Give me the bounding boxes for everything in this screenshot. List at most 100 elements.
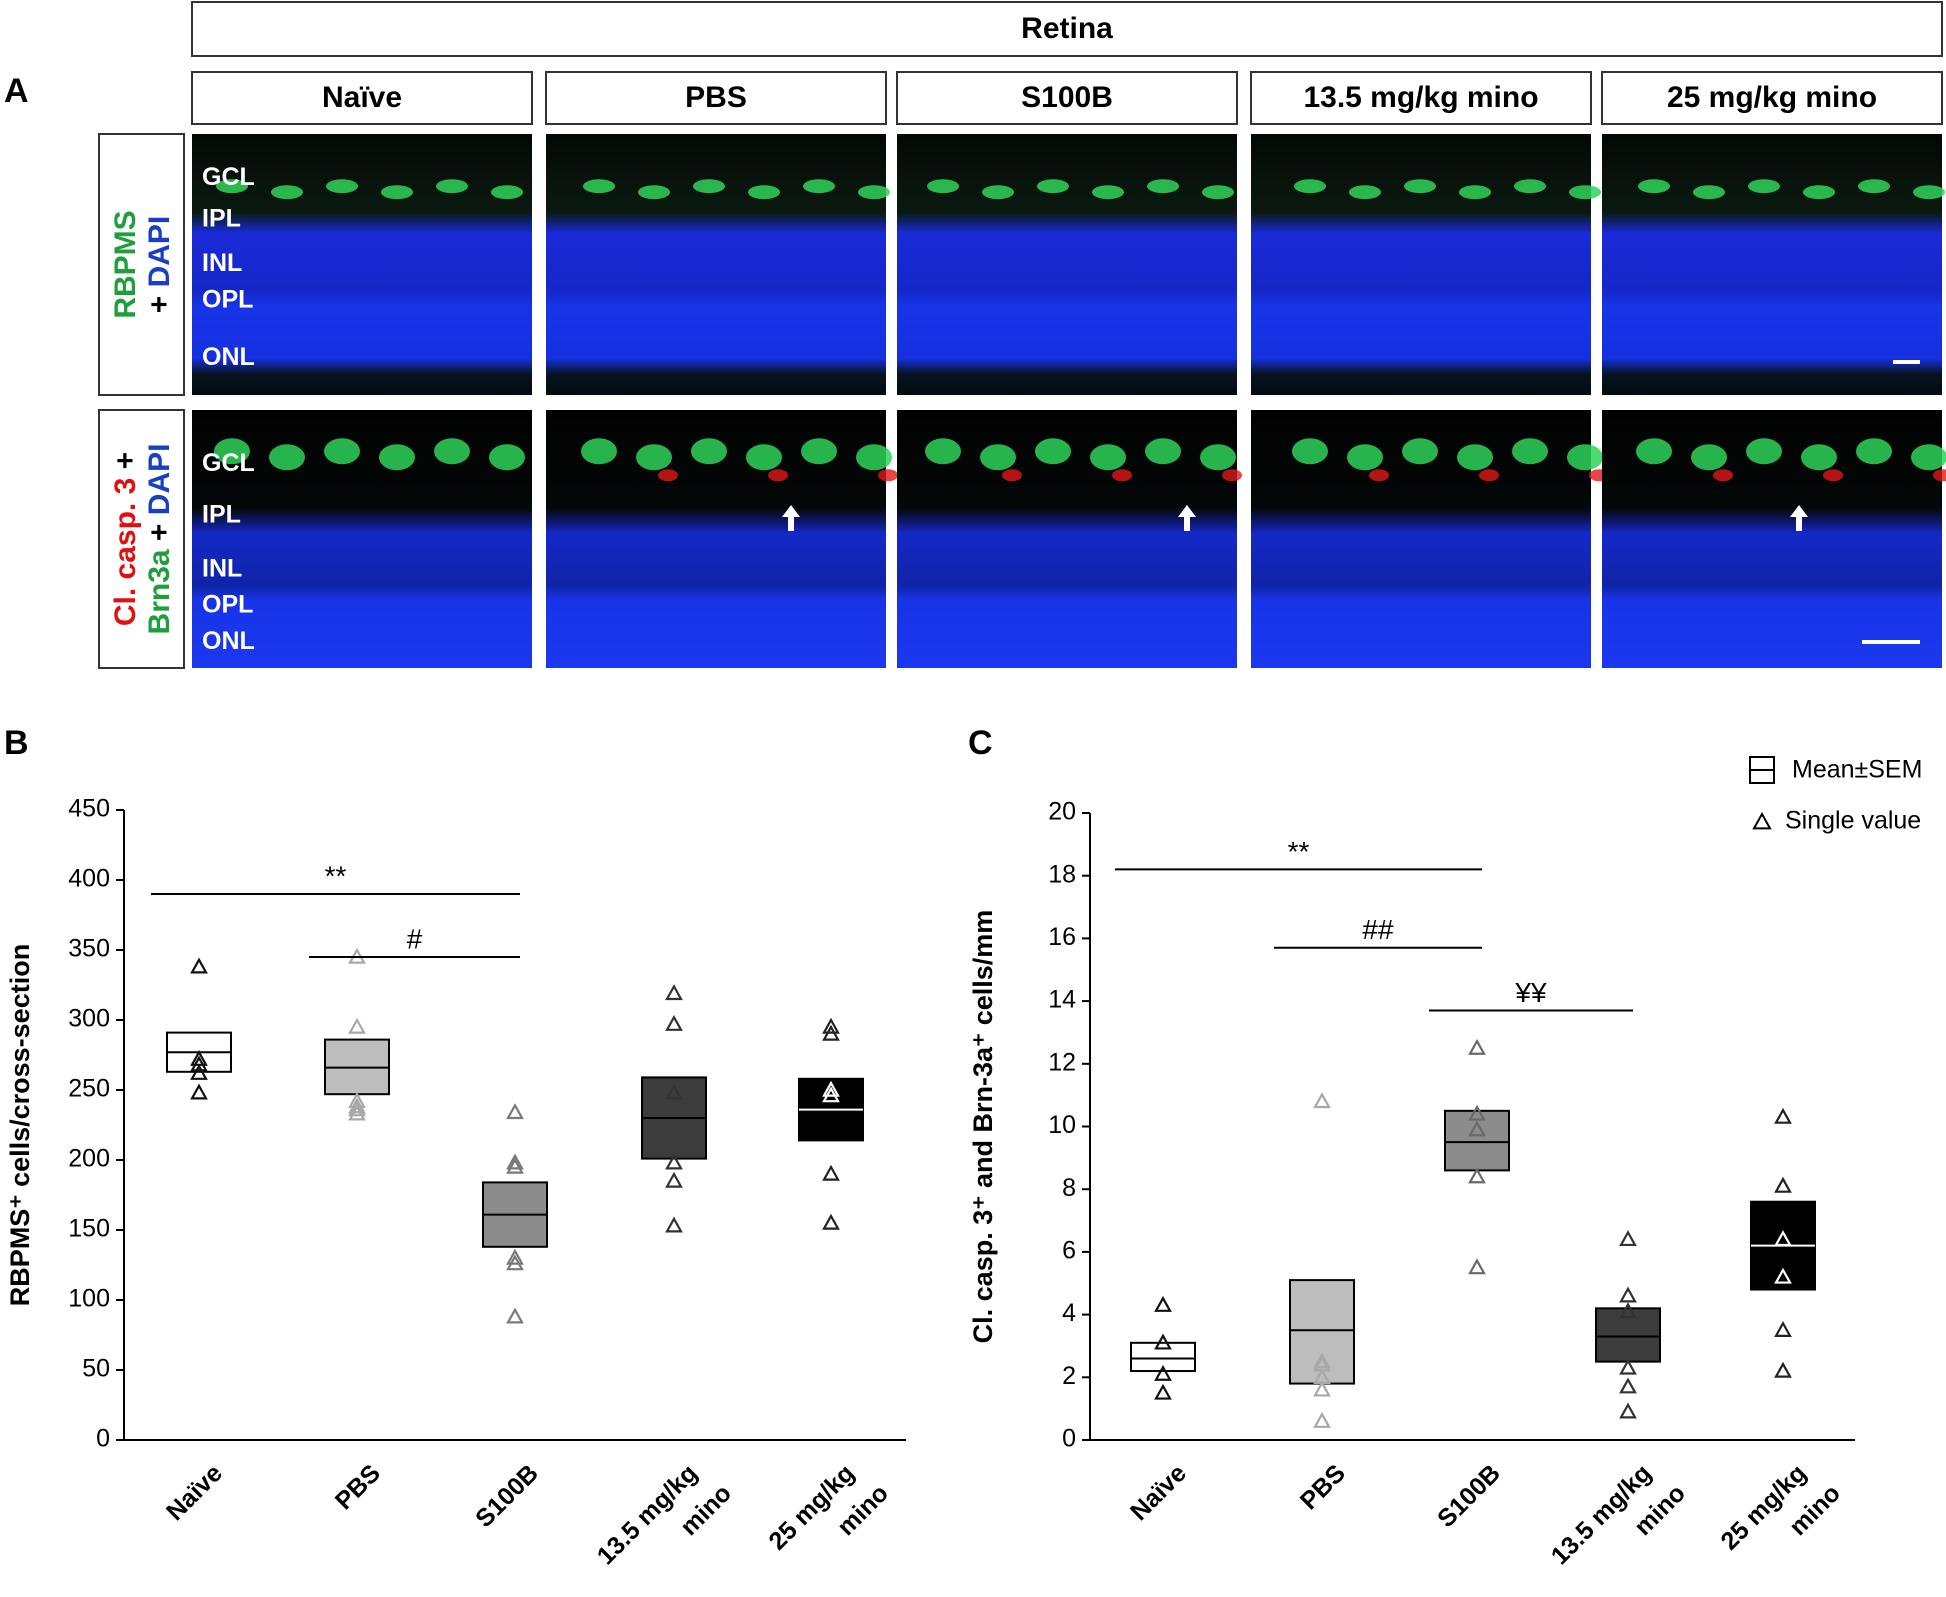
micrograph <box>1602 134 1942 395</box>
significance-label: ## <box>1362 914 1394 945</box>
layer-label: GCL <box>202 449 255 477</box>
legend-triangle <box>1752 811 1772 830</box>
y-tick-label: 100 <box>68 1285 110 1313</box>
micrograph <box>546 134 886 395</box>
layer-label: IPL <box>202 205 241 233</box>
y-tick-label: 4 <box>1062 1299 1076 1327</box>
cell-red <box>1002 469 1022 482</box>
layer-label: INL <box>202 555 242 583</box>
row-label-part: + <box>143 287 176 313</box>
cell <box>801 438 837 465</box>
cell <box>1404 179 1436 194</box>
cell <box>1145 438 1181 465</box>
cell <box>746 444 782 471</box>
layer-label: GCL <box>202 163 255 191</box>
row-label-part: + <box>109 452 142 478</box>
row-label-part: + <box>143 515 176 549</box>
cell <box>1636 438 1672 465</box>
x-tick-label: S100B <box>1432 1459 1506 1533</box>
row-label-box <box>98 409 185 669</box>
y-tick-label: 400 <box>68 865 110 893</box>
single-value <box>190 1055 208 1072</box>
single-value <box>1313 1380 1331 1397</box>
single-value <box>1154 1295 1172 1312</box>
single-value <box>665 984 683 1001</box>
row-label-box <box>98 133 185 396</box>
y-axis-label: Cl. casp. 3⁺ and Brn-3a⁺ cells/mm <box>968 910 998 1344</box>
cell <box>1748 179 1780 194</box>
y-tick-label: 250 <box>68 1075 110 1103</box>
single-value <box>506 1254 524 1271</box>
cell <box>491 185 523 200</box>
column-header: S100B <box>1021 81 1113 114</box>
single-value <box>1313 1092 1331 1109</box>
micrograph <box>897 134 1237 395</box>
cell <box>269 444 305 471</box>
cell <box>1147 179 1179 194</box>
y-tick-label: 2 <box>1062 1362 1076 1390</box>
cell <box>748 185 780 200</box>
single-value <box>1619 1377 1637 1394</box>
cell <box>1035 438 1071 465</box>
y-tick-label: 200 <box>68 1145 110 1173</box>
layer-label: ONL <box>202 627 255 655</box>
cell <box>636 444 672 471</box>
y-tick-label: 50 <box>82 1355 110 1383</box>
legend-label: Single value <box>1785 807 1921 835</box>
cell <box>1858 179 1890 194</box>
x-tick-label: Naïve <box>1125 1459 1192 1526</box>
cell <box>381 185 413 200</box>
y-tick-label: 300 <box>68 1005 110 1033</box>
y-tick-label: 8 <box>1062 1174 1076 1202</box>
column-header: Naïve <box>322 81 402 114</box>
column-header: PBS <box>685 81 747 114</box>
arrow <box>1178 505 1196 531</box>
x-tick-label: PBS <box>1295 1459 1351 1515</box>
cell-red <box>1369 469 1389 482</box>
single-value <box>348 1017 366 1034</box>
cell-red <box>1112 469 1132 482</box>
cell <box>1090 444 1126 471</box>
y-tick-label: 450 <box>68 795 110 823</box>
y-tick-label: 14 <box>1048 986 1076 1014</box>
single-value <box>1619 1230 1637 1247</box>
y-tick-label: 0 <box>96 1425 110 1453</box>
single-value <box>506 1103 524 1120</box>
cell-red <box>1222 469 1242 482</box>
y-tick-label: 20 <box>1048 798 1076 826</box>
cell <box>925 438 961 465</box>
single-value <box>506 1157 524 1174</box>
cell <box>1801 444 1837 471</box>
cell-red <box>768 469 788 482</box>
row-label-part: DAPI <box>143 444 176 516</box>
cell <box>581 438 617 465</box>
legend-label: Mean±SEM <box>1792 756 1922 784</box>
layer-label: INL <box>202 249 242 277</box>
cell <box>1856 438 1892 465</box>
y-tick-label: 12 <box>1048 1048 1076 1076</box>
column-header: 13.5 mg/kg mino <box>1303 81 1538 114</box>
cell <box>1092 185 1124 200</box>
single-value <box>1313 1352 1331 1369</box>
row-label: Cl. casp. 3 + <box>109 452 142 626</box>
y-tick-label: 350 <box>68 935 110 963</box>
cell <box>858 185 890 200</box>
row-label: RBPMS <box>109 210 142 318</box>
cell <box>326 179 358 194</box>
single-value <box>1154 1383 1172 1400</box>
single-value <box>665 1171 683 1188</box>
panel-letter: B <box>4 724 29 762</box>
single-value <box>1313 1411 1331 1428</box>
y-tick-label: 6 <box>1062 1237 1076 1265</box>
column-header-box <box>545 71 887 125</box>
single-value <box>1154 1333 1172 1350</box>
cell <box>1514 179 1546 194</box>
cell <box>436 179 468 194</box>
layer-label: OPL <box>202 591 253 619</box>
cell <box>1459 185 1491 200</box>
cell <box>1746 438 1782 465</box>
single-value <box>1619 1402 1637 1419</box>
significance-label: ** <box>1288 836 1310 867</box>
cell <box>489 444 525 471</box>
single-value <box>1468 1258 1486 1275</box>
